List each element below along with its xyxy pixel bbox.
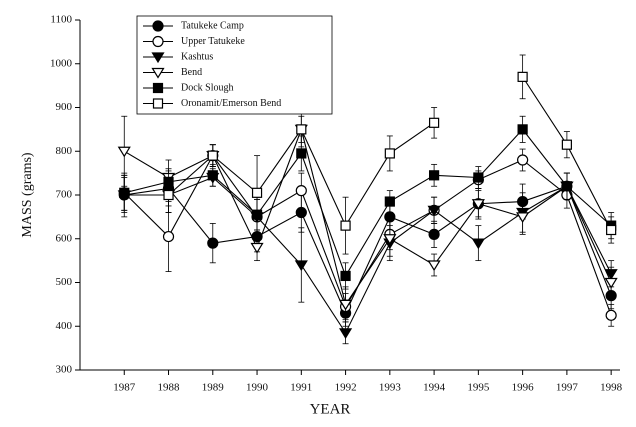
series — [118, 170, 617, 327]
legend-label: Tatukeke Camp — [181, 20, 244, 31]
y-tick-label: 300 — [56, 364, 73, 376]
data-point — [117, 146, 131, 158]
data-point — [162, 230, 175, 243]
data-point — [428, 228, 440, 240]
y-tick-label: 600 — [56, 232, 73, 244]
series — [163, 54, 617, 255]
y-axis-label: MASS (grams) — [20, 152, 35, 238]
data-point — [561, 181, 572, 192]
data-point — [516, 212, 530, 224]
data-point — [471, 199, 485, 210]
series — [117, 111, 618, 323]
data-point — [296, 124, 307, 135]
data-point — [250, 242, 264, 254]
data-point — [207, 237, 219, 249]
data-point — [207, 170, 218, 181]
data-point — [427, 205, 441, 217]
legend-label: Upper Tatukeke — [181, 36, 245, 47]
x-tick-label: 1987 — [113, 382, 136, 394]
x-tick-label: 1996 — [512, 382, 535, 394]
y-tick-label: 500 — [56, 276, 73, 288]
legend-box — [136, 15, 333, 115]
data-point — [384, 148, 395, 159]
data-point — [339, 299, 353, 311]
data-point — [604, 277, 618, 289]
data-point — [606, 224, 617, 236]
x-tick-label: 1997 — [556, 382, 579, 394]
data-point — [339, 328, 353, 339]
data-point — [517, 154, 529, 166]
legend-label: Bend — [181, 67, 202, 78]
y-tick-label: 900 — [56, 101, 73, 113]
data-point — [294, 260, 308, 272]
series-line — [124, 176, 612, 334]
x-axis-label: YEAR — [310, 401, 351, 417]
x-tick-label: 1992 — [335, 382, 357, 394]
data-point — [471, 238, 485, 250]
data-point — [340, 270, 351, 282]
y-tick-label: 1100 — [50, 14, 72, 26]
data-point — [605, 309, 617, 321]
data-point — [296, 148, 307, 159]
x-tick-label: 1988 — [158, 382, 181, 394]
legend-marker — [152, 82, 164, 94]
data-point — [163, 189, 174, 201]
x-tick-label: 1990 — [246, 382, 269, 394]
y-tick-label: 400 — [56, 320, 73, 332]
data-point — [295, 185, 307, 197]
data-point — [383, 234, 397, 245]
data-point — [295, 206, 307, 219]
legend-label: Dock Slough — [181, 82, 234, 93]
data-point — [473, 172, 484, 183]
series-line — [123, 154, 612, 316]
x-tick-label: 1989 — [202, 382, 225, 394]
legend: Tatukeke Camp Upper Tatukeke Kashtus Bend Do… — [136, 15, 333, 115]
data-point — [517, 124, 528, 135]
x-tick-label: 1991 — [290, 382, 312, 394]
data-point — [207, 150, 218, 161]
x-tick-label: 1993 — [379, 382, 402, 394]
legend-label: Oronamit/Emerson Bend — [181, 98, 281, 109]
series-line — [124, 185, 612, 315]
data-point — [340, 220, 351, 231]
legend-label: Kashtus — [181, 51, 213, 62]
y-tick-label: 700 — [56, 189, 73, 201]
legend-marker — [152, 98, 164, 109]
series-line — [123, 127, 612, 306]
legend-marker — [151, 67, 165, 79]
y-tick-label: 1000 — [50, 57, 73, 69]
data-point — [119, 187, 130, 198]
legend-marker — [152, 20, 164, 32]
data-point — [517, 71, 528, 82]
legend-marker — [152, 35, 164, 48]
x-tick-label: 1994 — [423, 382, 446, 394]
data-point — [427, 260, 441, 272]
x-tick-label: 1998 — [600, 382, 623, 394]
series — [119, 115, 617, 290]
data-point — [251, 187, 263, 198]
x-tick-label: 1995 — [467, 382, 490, 394]
data-point — [428, 170, 440, 181]
data-point — [428, 117, 440, 128]
data-point — [561, 139, 572, 150]
y-tick-label: 800 — [56, 145, 73, 157]
series-line — [124, 128, 612, 278]
legend-marker — [151, 52, 165, 64]
data-point — [384, 196, 395, 207]
